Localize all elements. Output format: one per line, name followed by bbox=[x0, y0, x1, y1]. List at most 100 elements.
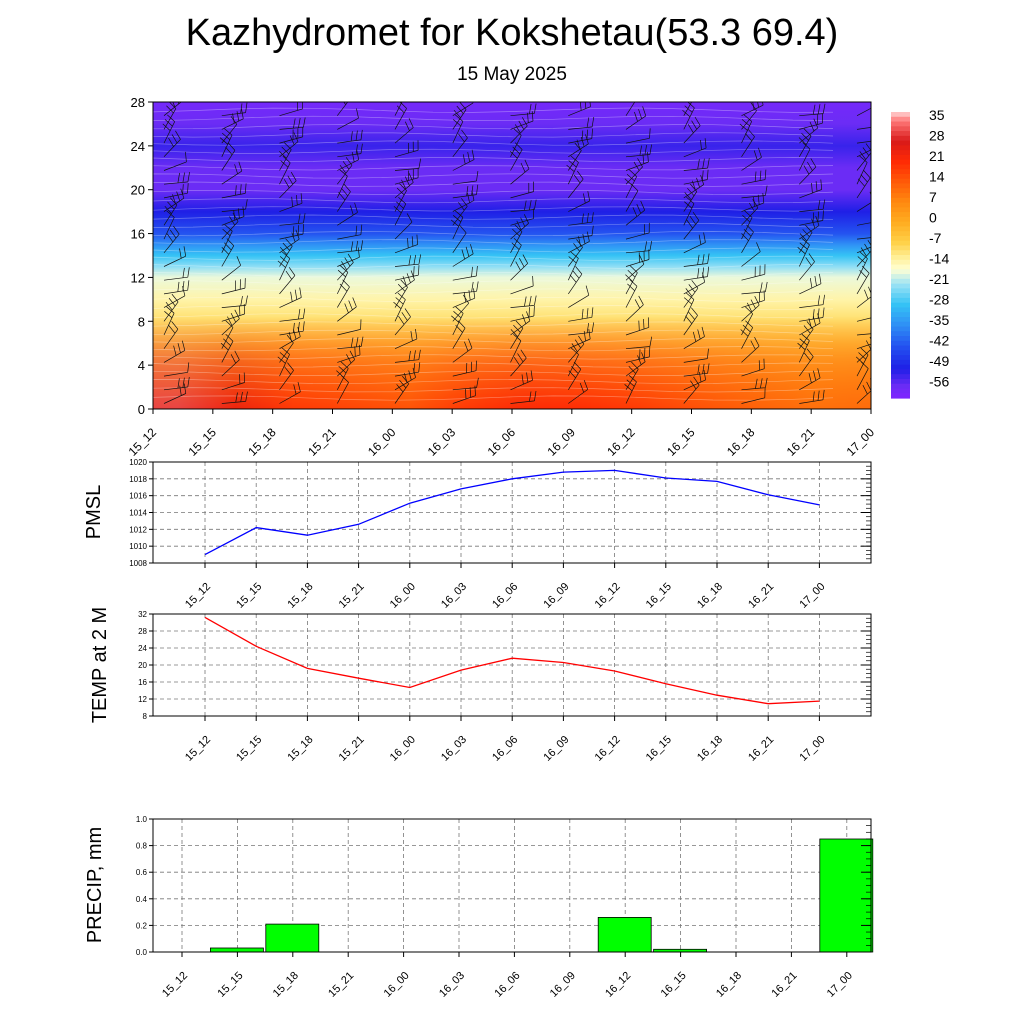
wind-barb bbox=[683, 232, 706, 254]
wind-barb bbox=[221, 256, 242, 281]
wind-barb bbox=[452, 385, 476, 404]
contour-line bbox=[153, 173, 834, 179]
time-axis: 15_12 15_15 15_18 15_21 16_00 16_03 16_06 16_09… bbox=[126, 409, 878, 459]
x-tick-label: 16_00 bbox=[365, 425, 399, 459]
x-tick-label: 16_00 bbox=[388, 734, 418, 764]
wind-barb bbox=[452, 265, 478, 281]
contour-line bbox=[153, 214, 834, 220]
wind-barb bbox=[394, 362, 421, 377]
wind-barb bbox=[221, 295, 248, 308]
wind-barb bbox=[856, 251, 868, 281]
wind-barb bbox=[683, 169, 709, 185]
wind-barb bbox=[394, 308, 411, 336]
wind-barb bbox=[452, 184, 479, 199]
wind-barb bbox=[799, 103, 826, 117]
wind-barb bbox=[799, 273, 822, 295]
wind-barb bbox=[509, 142, 523, 171]
wind-barb bbox=[682, 102, 695, 130]
wind-barb bbox=[221, 199, 248, 212]
wind-barb bbox=[337, 224, 363, 240]
x-tick-label: 16_00 bbox=[382, 970, 412, 1000]
wind-barb bbox=[741, 192, 765, 212]
wind-barb bbox=[394, 234, 418, 254]
wind-barb bbox=[856, 234, 871, 240]
colorbar-segment bbox=[891, 159, 910, 166]
colorbar-segment bbox=[891, 245, 910, 251]
wind-barb bbox=[452, 198, 468, 226]
x-tick-label: 15_15 bbox=[234, 581, 264, 611]
x-tick-label: 17_00 bbox=[844, 425, 878, 459]
wind-barb bbox=[336, 265, 349, 295]
colorbar-segment bbox=[891, 188, 910, 194]
x-tick-label: 17_00 bbox=[797, 734, 827, 764]
wind-barb bbox=[279, 193, 303, 212]
wind-barb bbox=[394, 173, 414, 199]
x-tick-label: 15_15 bbox=[215, 970, 245, 1000]
wind-barb bbox=[279, 224, 304, 240]
colorbar-segment bbox=[891, 255, 910, 261]
x-tick-label: 15_15 bbox=[234, 734, 264, 764]
wind-barb bbox=[741, 185, 768, 199]
colorbar-segment bbox=[891, 178, 910, 185]
wind-barb bbox=[510, 311, 531, 336]
wind-barb bbox=[683, 158, 710, 171]
x-tick-label: 16_03 bbox=[439, 734, 469, 764]
colorbar-segment bbox=[891, 369, 910, 375]
colorbar-label: -56 bbox=[929, 374, 949, 390]
wind-barb bbox=[568, 225, 594, 240]
wind-barb bbox=[683, 326, 705, 350]
wind-barb bbox=[799, 253, 815, 281]
wind-barb bbox=[683, 376, 700, 404]
wind-barb bbox=[279, 117, 306, 130]
page-subtitle: 15 May 2025 bbox=[457, 64, 567, 85]
wind-barb bbox=[279, 102, 303, 117]
wind-barb bbox=[683, 348, 709, 363]
wind-barb bbox=[337, 247, 360, 267]
y-tick-label: 0 bbox=[138, 402, 145, 417]
wind-barb bbox=[394, 328, 418, 350]
y-tick-label: 1014 bbox=[129, 509, 147, 518]
wind-barb bbox=[163, 246, 187, 267]
x-tick-label: 16_18 bbox=[724, 425, 758, 459]
x-tick-label: 16_03 bbox=[425, 425, 459, 459]
y-tick-label: 24 bbox=[138, 644, 147, 653]
wind-barb bbox=[221, 142, 236, 171]
wind-barb bbox=[797, 238, 810, 267]
precip-bar bbox=[597, 917, 652, 953]
wind-barb bbox=[279, 155, 291, 185]
y-tick-label: 1010 bbox=[129, 542, 147, 551]
wind-barb bbox=[163, 377, 190, 391]
wind-barb bbox=[741, 169, 767, 185]
colorbar-segment bbox=[891, 340, 910, 347]
wind-barb bbox=[337, 129, 363, 144]
contour-line bbox=[153, 337, 834, 344]
colorbar-segment bbox=[891, 193, 910, 199]
wind-barb bbox=[163, 130, 181, 158]
wind-barb bbox=[741, 281, 768, 295]
x-tick-label: 15_21 bbox=[326, 970, 356, 1000]
wind-barb bbox=[452, 225, 467, 253]
wind-barb bbox=[683, 280, 699, 308]
precip-bar bbox=[265, 923, 320, 953]
wind-barb bbox=[221, 238, 235, 267]
wind-barb bbox=[683, 253, 710, 267]
x-tick-label: 16_12 bbox=[593, 581, 623, 611]
wind-barb bbox=[856, 143, 871, 171]
contour-line bbox=[153, 379, 834, 385]
wind-barb bbox=[568, 212, 594, 226]
colorbar-segment bbox=[891, 264, 910, 270]
wind-barb bbox=[741, 387, 766, 404]
wind-barb bbox=[510, 199, 537, 212]
wind-barb bbox=[683, 138, 707, 158]
wind-barb bbox=[799, 224, 813, 253]
wind-barb bbox=[221, 372, 245, 391]
temp2m-panel: 8 12 16 20 24 28 32 15_12 15_15 15_18 15_21 16_00 1… bbox=[89, 607, 872, 764]
colorbar-segment bbox=[891, 112, 910, 118]
wind-barb bbox=[510, 208, 534, 226]
x-tick-label: 15_12 bbox=[183, 734, 213, 764]
contour-line bbox=[153, 157, 834, 163]
wind-barb bbox=[625, 295, 644, 322]
y-tick-label: 12 bbox=[131, 270, 145, 285]
x-tick-label: 16_09 bbox=[548, 970, 578, 1000]
wind-barb bbox=[625, 346, 651, 363]
